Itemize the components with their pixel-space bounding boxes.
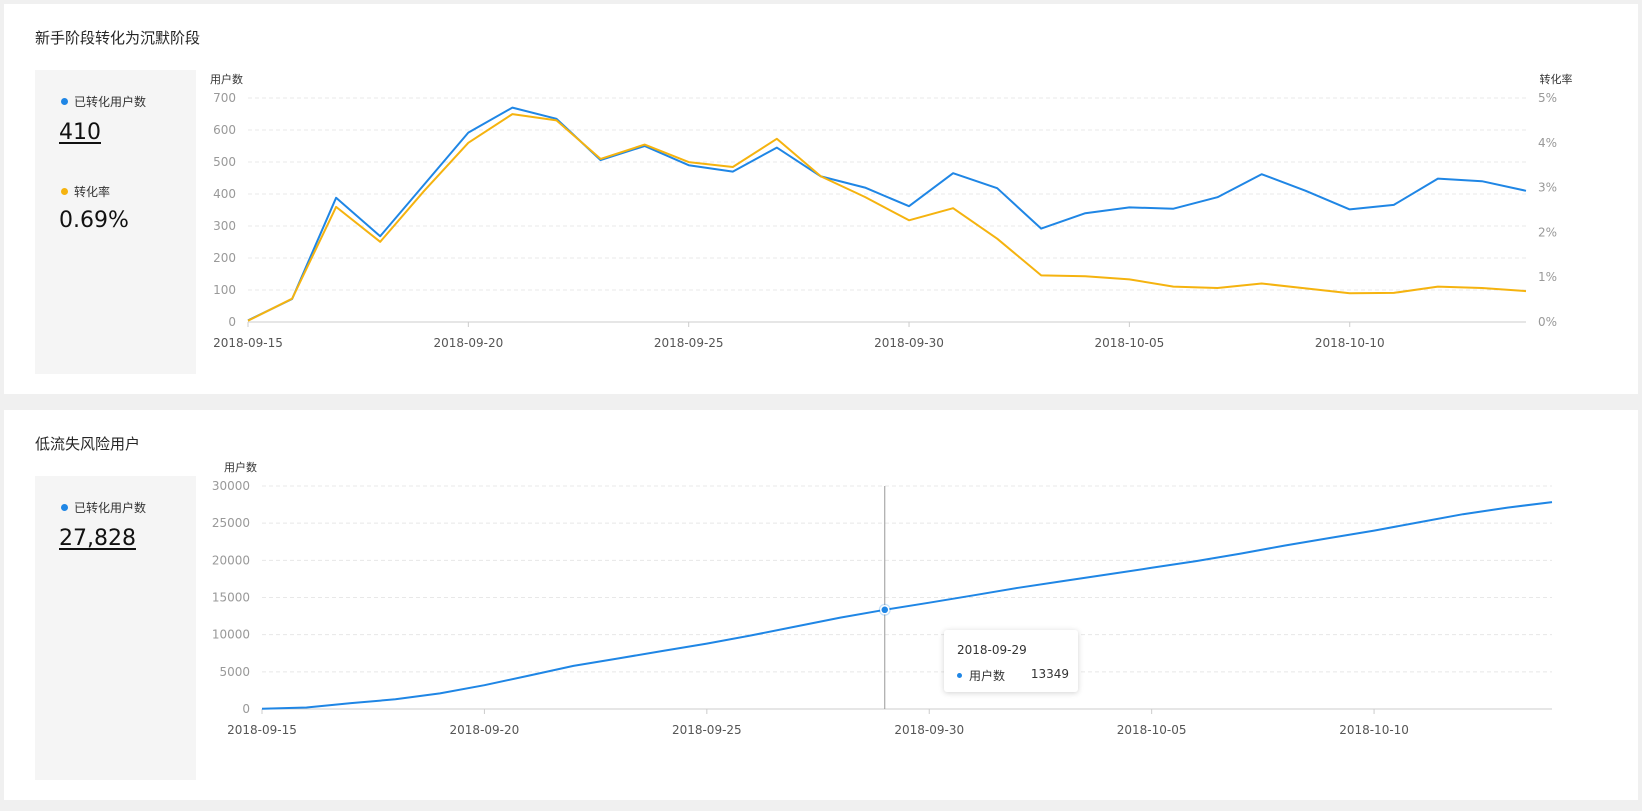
chart-tooltip: 2018-09-29 用户数 13349	[944, 630, 1078, 692]
users-series-line	[261, 501, 1553, 710]
y-tick-label: 100	[213, 283, 236, 297]
low-churn-line-chart[interactable]: 0 5000 10000 15000 20000 25000 30000 2018-09-15…	[4, 410, 1638, 800]
x-tick-label: 2018-10-05	[1117, 723, 1187, 737]
users-series-line	[247, 106, 1527, 322]
conversion-panel: 新手阶段转化为沉默阶段 已转化用户数 410 转化率 0.69% 0 100 200…	[4, 4, 1638, 394]
panel-title: 新手阶段转化为沉默阶段	[35, 29, 201, 47]
stat-label-converted: 已转化用户数	[61, 499, 146, 516]
stat-value-rate: 0.69%	[59, 208, 129, 233]
y-tick-label: 500	[213, 155, 236, 169]
y-tick-label: 0	[228, 315, 236, 329]
x-tick-label: 2018-09-15	[213, 336, 283, 350]
highlight-point	[880, 605, 890, 615]
x-tick-label: 2018-09-20	[450, 723, 520, 737]
y2-axis-unit: 转化率	[1540, 72, 1573, 86]
y-axis-unit: 用户数	[224, 460, 257, 474]
stats-box: 已转化用户数 27,828	[35, 476, 196, 780]
y-tick-label: 700	[213, 91, 236, 105]
y2-tick-label: 2%	[1538, 225, 1557, 239]
y2-tick-label: 0%	[1538, 315, 1557, 329]
stat-label-text: 已转化用户数	[74, 95, 147, 109]
stat-value-converted[interactable]: 27,828	[59, 526, 136, 551]
tooltip-value: 13349	[1030, 667, 1069, 681]
orange-dot-icon	[61, 188, 68, 195]
y-tick-label: 10000	[212, 628, 250, 642]
y-tick-label: 20000	[212, 553, 250, 567]
stat-label-rate: 转化率	[61, 183, 110, 200]
tooltip-date: 2018-09-29	[957, 643, 1027, 657]
x-tick-label: 2018-09-15	[227, 723, 297, 737]
y2-tick-label: 1%	[1538, 270, 1557, 284]
tooltip-series: 用户数	[969, 669, 1006, 683]
y-tick-label: 5000	[219, 665, 250, 679]
stat-value-converted[interactable]: 410	[59, 120, 101, 145]
x-tick-label: 2018-09-25	[654, 336, 724, 350]
x-tick-label: 2018-10-10	[1339, 723, 1409, 737]
y-tick-label: 400	[213, 187, 236, 201]
x-tick-label: 2018-10-05	[1095, 336, 1165, 350]
x-tick-label: 2018-09-20	[433, 336, 503, 350]
x-tick-label: 2018-10-10	[1315, 336, 1385, 350]
y-tick-label: 300	[213, 219, 236, 233]
series-dot-icon	[957, 673, 962, 678]
y-tick-label: 15000	[212, 591, 250, 605]
y2-tick-label: 5%	[1538, 91, 1557, 105]
y-tick-label: 600	[213, 123, 236, 137]
stat-label-converted: 已转化用户数	[61, 93, 146, 110]
low-churn-panel: 低流失风险用户 已转化用户数 27,828 0 5000 10000 15000 200…	[4, 410, 1638, 800]
stat-label-text: 已转化用户数	[74, 501, 147, 515]
y-axis-unit: 用户数	[210, 72, 243, 86]
stats-box: 已转化用户数 410 转化率 0.69%	[35, 70, 196, 374]
y-tick-label: 30000	[212, 479, 250, 493]
y-tick-label: 200	[213, 251, 236, 265]
blue-dot-icon	[61, 504, 68, 511]
x-tick-label: 2018-09-30	[874, 336, 944, 350]
rate-series-line	[247, 113, 1527, 322]
tooltip-row: 用户数 13349	[957, 667, 1069, 684]
panel-title: 低流失风险用户	[35, 435, 141, 453]
x-tick-label: 2018-09-25	[672, 723, 742, 737]
y2-tick-label: 4%	[1538, 136, 1557, 150]
stat-label-text: 转化率	[74, 185, 111, 199]
y2-tick-label: 3%	[1538, 181, 1557, 195]
blue-dot-icon	[61, 98, 68, 105]
x-tick-label: 2018-09-30	[894, 723, 964, 737]
y-tick-label: 25000	[212, 516, 250, 530]
y-tick-label: 0	[242, 702, 250, 716]
conversion-line-chart[interactable]: 0 100 200 300 400 500 600 700 0% 1% 2% 3% 4% 5% 2018-0…	[4, 4, 1638, 394]
